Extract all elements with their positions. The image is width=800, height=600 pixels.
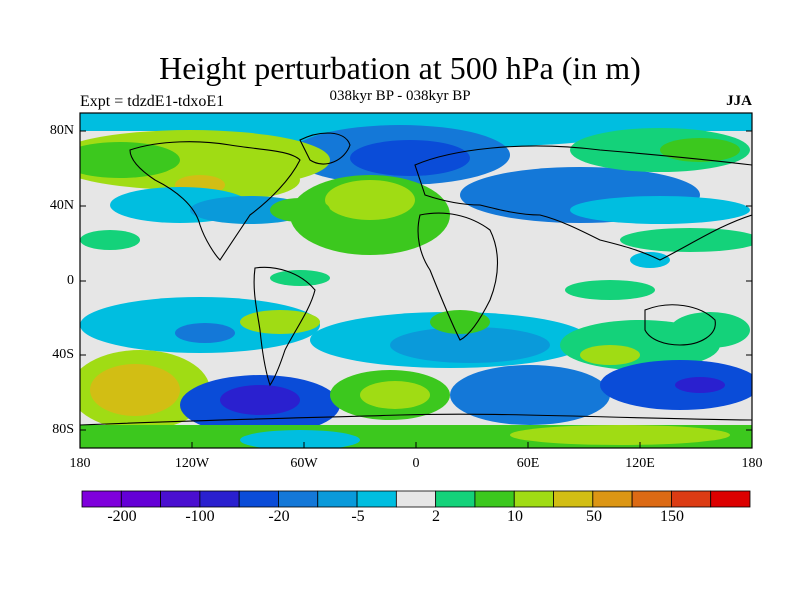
- lat-tick-0: 0: [67, 273, 74, 288]
- season-label: JJA: [726, 93, 752, 109]
- colorbar: [81, 490, 751, 508]
- lat-tick-40n: 40N: [49, 198, 74, 213]
- lat-tick-marks: [80, 130, 752, 431]
- colorbar-swatch: [553, 490, 594, 508]
- lon-tick-marks: [79, 442, 753, 448]
- plot-subtitle: 038kyr BP - 038kyr BP: [329, 88, 471, 104]
- lon-tick-60w: 60W: [290, 456, 318, 471]
- lat-tick-80s: 80S: [52, 422, 74, 437]
- lon-tick-120w: 120W: [174, 456, 210, 471]
- colorbar-swatch: [513, 490, 554, 508]
- colorbar-swatch: [435, 490, 476, 508]
- colorbar-swatch: [631, 490, 672, 508]
- coastlines: [80, 132, 752, 426]
- colorbar-label: -100: [185, 508, 215, 525]
- plot-title: Height perturbation at 500 hPa (in m): [159, 50, 641, 86]
- lon-tick-60e: 60E: [516, 456, 540, 471]
- colorbar-swatch: [592, 490, 633, 508]
- colorbar-swatch: [710, 490, 751, 508]
- lat-tick-40s: 40S: [52, 347, 74, 362]
- colorbar-swatch: [395, 490, 437, 508]
- colorbar-swatch: [199, 490, 240, 508]
- lon-tick-0: 0: [412, 456, 420, 471]
- colorbar-label: 2: [432, 508, 440, 525]
- lon-tick-180e: 180: [741, 456, 763, 471]
- experiment-label: Expt = tdzdE1-tdxoE1: [80, 93, 225, 110]
- colorbar-label: -200: [107, 508, 137, 525]
- colorbar-swatch: [671, 490, 712, 508]
- colorbar-swatch: [278, 490, 319, 508]
- lon-tick-180w: 180: [69, 456, 91, 471]
- colorbar-swatch: [238, 490, 279, 508]
- map-field: [80, 113, 752, 448]
- colorbar-swatch: [160, 490, 201, 508]
- colorbar-label: -5: [351, 508, 365, 525]
- colorbar-label: 10: [507, 508, 523, 525]
- colorbar-swatch: [356, 490, 397, 508]
- colorbar-swatch: [474, 490, 515, 508]
- lat-tick-80n: 80N: [49, 123, 74, 138]
- colorbar-label: 50: [586, 508, 602, 525]
- colorbar-swatch: [317, 490, 358, 508]
- colorbar-swatch: [120, 490, 161, 508]
- colorbar-label: 150: [660, 508, 684, 525]
- lon-tick-120e: 120E: [625, 456, 655, 471]
- colorbar-label: -20: [268, 508, 290, 525]
- colorbar-swatch: [81, 490, 122, 508]
